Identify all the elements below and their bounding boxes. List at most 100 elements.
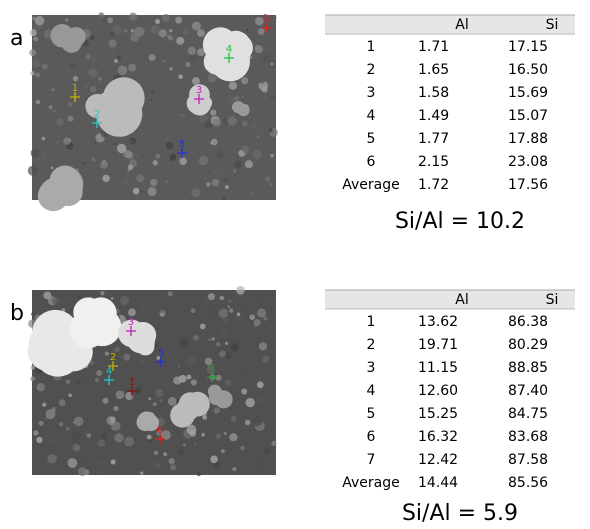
texture [220,296,224,300]
texture [259,342,267,350]
texture [109,31,114,36]
row-label: 5 [367,131,376,147]
texture [155,154,160,159]
texture [210,141,213,144]
texture [88,68,97,77]
texture [148,439,152,443]
texture [192,22,201,31]
texture [97,470,100,473]
texture [269,183,272,186]
texture [213,119,221,127]
texture [78,296,80,298]
texture [98,77,102,81]
cell: 12.60 [418,383,458,399]
texture [140,472,143,475]
texture [223,197,226,200]
texture [219,308,228,317]
texture [136,174,144,182]
particle [203,27,238,62]
marker-label: 5 [158,348,164,359]
texture [255,17,264,26]
texture [51,167,54,170]
cell: 86.38 [508,314,548,330]
texture [153,402,157,406]
texture [269,128,273,132]
texture [206,182,211,187]
texture [40,154,46,160]
texture [191,188,200,197]
texture [67,458,77,468]
texture [166,142,174,150]
texture [114,143,116,145]
texture [46,409,56,419]
texture [130,33,139,42]
texture [66,427,70,431]
texture [194,443,196,445]
texture [146,312,148,314]
texture [179,338,188,347]
marker-label: 3 [128,317,134,328]
texture [231,343,239,351]
texture [241,367,246,372]
marker-label: 6 [157,425,163,436]
texture [111,297,114,300]
texture [168,291,173,296]
texture [257,308,266,317]
texture [109,39,117,47]
marker-label: 3 [196,85,202,96]
ratio: Si/Al = 10.2 [395,209,525,234]
micrograph: 1234567 [28,286,277,476]
texture [33,37,38,42]
texture [180,113,186,119]
cell: 13.62 [418,314,458,330]
texture [162,14,170,22]
texture [133,188,140,195]
cell: 1.72 [418,177,449,193]
texture [73,76,78,81]
texture [102,175,109,182]
texture [150,99,152,101]
texture [73,421,75,423]
texture [107,17,113,23]
texture [200,324,206,330]
row-label: 2 [367,337,376,353]
texture [49,444,51,446]
texture [117,55,121,59]
texture [68,394,71,397]
texture [30,71,35,76]
column-header: Si [546,17,559,33]
texture [159,29,167,37]
texture [225,342,228,345]
cell: 11.15 [418,360,458,376]
texture [131,29,135,33]
particle [136,413,154,431]
figure: a123456AlSi11.7117.1521.6516.5031.5815.6… [0,0,590,529]
texture [257,395,265,403]
texture [153,26,160,33]
texture [94,141,97,144]
texture [98,439,106,447]
texture [129,13,137,21]
row-label: 3 [367,85,376,101]
texture [202,415,207,420]
texture [111,459,116,464]
texture [39,421,44,426]
texture [264,447,271,454]
texture [155,197,157,199]
texture [234,160,242,168]
texture [37,383,45,391]
texture [98,12,104,18]
texture [114,433,123,442]
texture [166,180,169,183]
texture [216,375,222,381]
texture [149,54,156,61]
cell: 88.85 [508,360,548,376]
texture [66,380,70,384]
texture [116,390,125,399]
texture [76,380,80,384]
texture [252,417,262,427]
texture [271,441,276,446]
texture [90,82,94,86]
texture [275,17,277,19]
texture [260,319,263,322]
